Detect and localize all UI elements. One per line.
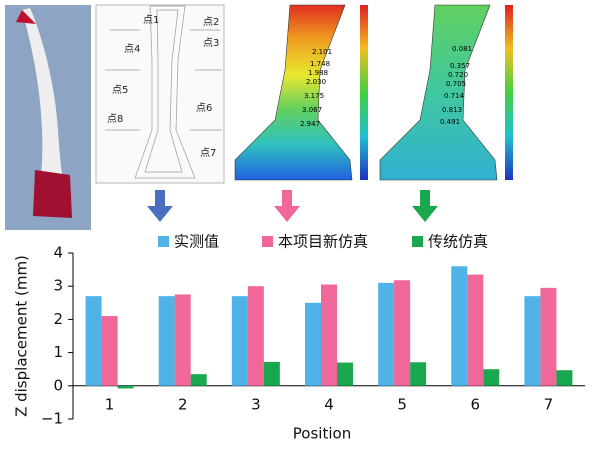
- legend-label: 本项目新仿真: [278, 233, 368, 251]
- x-tick-label: 3: [251, 396, 261, 414]
- bar: [321, 284, 337, 386]
- arrow: [147, 190, 173, 222]
- x-tick-label: 6: [471, 396, 481, 414]
- y-tick-label: 3: [53, 277, 63, 295]
- sim-label: 1.748: [310, 60, 330, 68]
- drawing-label: 点7: [200, 147, 216, 159]
- drawing-label: 点8: [107, 113, 123, 125]
- x-axis-label: Position: [293, 425, 351, 443]
- sim-label: 2.947: [300, 120, 320, 128]
- bar: [174, 294, 191, 386]
- sim-label: 3.067: [302, 106, 322, 114]
- sim-label: 0.081: [452, 45, 472, 53]
- legend-label: 实测值: [174, 233, 219, 251]
- legend-swatch: [412, 236, 423, 247]
- sim-label: 0.714: [444, 92, 465, 100]
- sim-label: 3.175: [304, 92, 324, 100]
- x-tick-label: 7: [544, 396, 554, 414]
- bar: [451, 266, 468, 386]
- arrow: [274, 190, 300, 222]
- sim-label: 1.988: [308, 69, 328, 77]
- bar: [394, 280, 411, 386]
- bar: [158, 296, 175, 386]
- bar: [483, 369, 500, 386]
- bar: [556, 370, 573, 386]
- simulation-b: [379, 4, 513, 181]
- sim-label: 0.705: [446, 80, 466, 88]
- x-tick-label: 5: [397, 396, 407, 414]
- x-tick-label: 2: [178, 396, 188, 414]
- y-tick-label: −1: [41, 410, 63, 428]
- drawing-label: 点1: [143, 14, 159, 26]
- bar: [231, 296, 248, 386]
- drawing-label: 点6: [196, 102, 212, 114]
- drawing-label: 点3: [203, 37, 219, 49]
- bar: [117, 385, 134, 389]
- legend-swatch: [158, 236, 169, 247]
- legend-label: 传统仿真: [428, 233, 488, 251]
- bar: [467, 274, 484, 386]
- simulation-a: [234, 4, 368, 181]
- bar: [101, 316, 118, 386]
- cad-drawing: [95, 4, 225, 184]
- y-tick-label: 2: [53, 310, 63, 328]
- sim-label: 0.813: [442, 106, 462, 114]
- bar: [190, 374, 207, 386]
- bar: [410, 362, 427, 386]
- bar: [263, 361, 280, 386]
- bar: [85, 296, 102, 386]
- y-tick-label: 1: [53, 343, 63, 361]
- bar: [540, 287, 557, 386]
- drawing-label: 点5: [112, 84, 128, 96]
- part-photo: [5, 5, 91, 230]
- x-tick-label: 1: [105, 396, 115, 414]
- bar: [378, 282, 395, 386]
- sim-label: 2.101: [312, 48, 332, 56]
- legend-swatch: [262, 236, 273, 247]
- bar: [305, 302, 321, 386]
- bar: [247, 286, 264, 386]
- drawing-label: 点2: [203, 16, 219, 28]
- sim-label: 0.357: [450, 62, 470, 70]
- y-axis-label: Z displacement (mm): [13, 255, 31, 417]
- y-tick-label: 4: [53, 244, 63, 262]
- sim-label: 0.720: [448, 71, 468, 79]
- y-tick-label: 0: [53, 376, 63, 394]
- bar: [524, 296, 541, 386]
- arrow: [412, 190, 438, 222]
- x-tick-label: 4: [324, 396, 334, 414]
- sim-label: 0.491: [440, 118, 460, 126]
- bar: [337, 362, 353, 386]
- drawing-label: 点4: [124, 43, 140, 55]
- sim-label: 2.030: [306, 78, 326, 86]
